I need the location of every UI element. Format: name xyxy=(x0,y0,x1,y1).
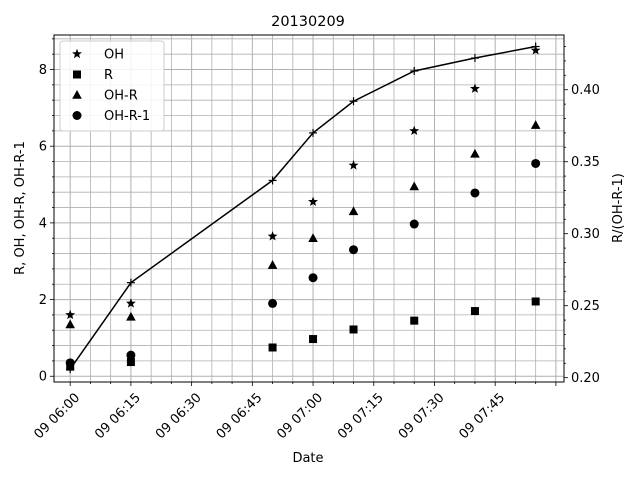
y2-tick-label: 0.40 xyxy=(571,83,600,98)
series-line-ratio xyxy=(69,45,536,370)
legend-marker xyxy=(72,48,82,59)
y-tick-label: 0 xyxy=(39,370,47,385)
data-point-oh-r-1 xyxy=(308,273,318,283)
data-point-oh xyxy=(267,231,278,241)
data-point-r xyxy=(126,358,135,367)
legend-label: OH-R-1 xyxy=(104,109,150,124)
y2-tick-label: 0.25 xyxy=(571,299,600,314)
plot-frame xyxy=(53,34,565,383)
data-point-ratio xyxy=(268,176,277,185)
data-point-oh xyxy=(125,298,136,308)
y-tick-label: 4 xyxy=(39,216,47,231)
data-point-oh-r xyxy=(308,233,318,243)
data-point-oh xyxy=(348,160,359,170)
data-point-oh xyxy=(308,196,318,206)
legend-box xyxy=(59,40,165,132)
y-tick-label: 8 xyxy=(39,63,47,78)
data-point-r xyxy=(268,343,277,352)
data-point-oh xyxy=(470,83,480,93)
data-point-ratio xyxy=(470,54,479,63)
plot-area xyxy=(65,42,541,374)
data-point-oh-r-1 xyxy=(409,219,419,229)
data-point-oh-r xyxy=(348,206,359,216)
y2-tick-label: 0.20 xyxy=(571,371,600,386)
legend-marker xyxy=(73,70,81,79)
data-point-r xyxy=(349,325,358,334)
y-axis-label: R, OH, OH-R, OH-R-1 xyxy=(13,141,28,275)
chart-title: 20130209 xyxy=(271,14,345,30)
y-tick-label: 6 xyxy=(39,140,47,155)
legend: OH R OH-R OH-R-1 xyxy=(59,40,165,132)
data-point-oh-r xyxy=(470,148,480,158)
data-point-oh-r-1 xyxy=(349,245,359,255)
data-point-r xyxy=(309,335,318,344)
y2-tick-label: 0.30 xyxy=(571,227,600,242)
legend-entry: R xyxy=(73,68,113,83)
y2-tick-label: 0.35 xyxy=(571,155,600,170)
legend-label: R xyxy=(104,68,113,83)
data-point-oh-r xyxy=(126,311,136,321)
data-point-ratio xyxy=(309,128,318,137)
data-point-oh xyxy=(409,125,420,136)
x-axis-label: Date xyxy=(292,451,323,466)
legend-label: OH-R xyxy=(104,89,138,104)
data-point-oh-r xyxy=(409,181,420,191)
data-point-r xyxy=(470,307,479,316)
data-point-oh-r xyxy=(530,120,541,129)
legend-marker xyxy=(72,111,82,120)
data-point-oh-r-1 xyxy=(470,188,480,198)
legend-entry: OH-R-1 xyxy=(72,109,150,124)
data-point-oh-r xyxy=(267,260,278,269)
data-point-ratio xyxy=(349,97,358,106)
data-point-ratio xyxy=(126,278,135,287)
legend-entry: OH xyxy=(72,48,124,63)
data-point-oh-r xyxy=(65,319,75,329)
legend-entry: OH-R xyxy=(72,89,138,104)
data-point-r xyxy=(531,297,540,306)
data-point-oh xyxy=(65,309,76,320)
legend-marker xyxy=(72,90,82,99)
data-point-oh-r-1 xyxy=(531,158,541,168)
data-point-oh-r-1 xyxy=(268,298,278,308)
data-point-ratio xyxy=(410,66,419,75)
y2-axis-label: R/(OH-R-1) xyxy=(611,173,626,243)
data-point-ratio xyxy=(66,365,75,374)
legend-label: OH xyxy=(104,48,124,63)
y-tick-label: 2 xyxy=(39,293,47,308)
data-point-ratio xyxy=(531,42,540,51)
data-point-oh-r-1 xyxy=(126,350,136,360)
data-point-r xyxy=(410,316,419,325)
